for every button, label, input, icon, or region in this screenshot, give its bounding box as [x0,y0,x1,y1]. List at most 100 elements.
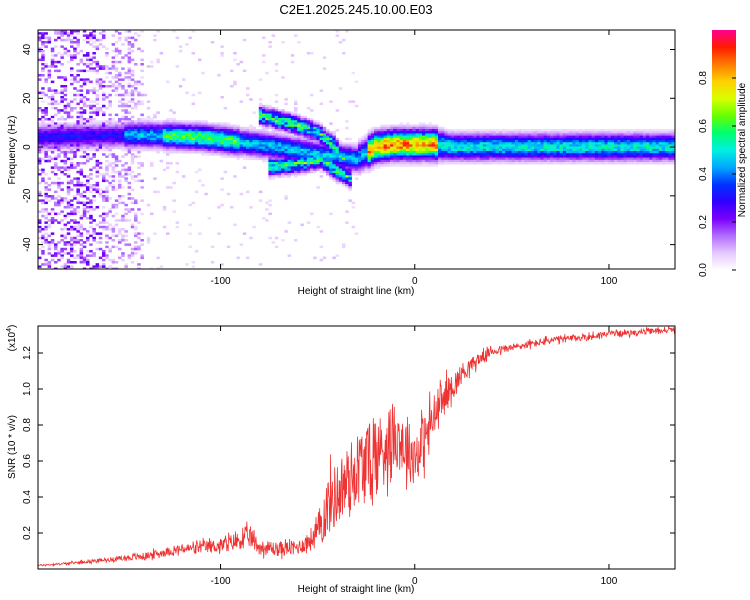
heatmap-cell [98,221,103,224]
heatmap-cell [63,142,68,145]
heatmap-cell [70,107,74,110]
heatmap-cell [143,120,148,123]
heatmap-cell [95,129,100,132]
heatmap-cell [294,140,298,143]
heatmap-cell [306,135,311,139]
heatmap-cell [492,162,496,165]
heatmap-cell [530,148,535,152]
spectrogram-x-ticks: -100 0 100 [211,30,618,287]
heatmap-cell [38,162,42,165]
heatmap-cell [70,265,74,268]
heatmap-cell [281,144,285,147]
heatmap-cell [89,124,93,128]
heatmap-cell [258,109,263,112]
heatmap-cell [102,212,106,216]
heatmap-cell [354,80,359,84]
heatmap-cell [73,261,77,264]
heatmap-cell [73,239,77,242]
heatmap-cell [546,135,551,139]
heatmap-cell [521,129,525,132]
heatmap-cell [226,122,231,125]
heatmap-cell [137,146,141,150]
heatmap-cell [348,155,352,158]
colorbar-ticks: 0.00.20.40.60.8 [698,71,736,277]
heatmap-cell [130,69,135,73]
heatmap-cell [182,137,186,141]
heatmap-cell [111,188,116,191]
heatmap-cell [511,157,516,161]
heatmap-cell [92,137,96,141]
heatmap-cell [95,96,100,99]
heatmap-cell [466,146,471,150]
heatmap-cell [44,124,48,128]
heatmap-cell [473,129,477,132]
heatmap-cell [137,47,141,51]
heatmap-cell [210,153,215,156]
heatmap-cell [207,142,212,145]
heatmap-cell [399,148,404,152]
heatmap-cell [294,166,298,169]
heatmap-cell [332,135,336,139]
heatmap-cell [441,157,445,161]
heatmap-cell [665,133,669,136]
heatmap-cell [601,133,605,136]
heatmap-cell [610,146,615,150]
heatmap-cell [79,124,84,128]
heatmap-cell [354,159,359,163]
heatmap-cell [70,100,74,103]
heatmap-cell [521,155,525,158]
heatmap-cell [297,129,301,132]
heatmap-cell [185,151,189,154]
heatmap-cell [655,140,660,143]
heatmap-cell [134,179,138,183]
heatmap-cell [146,124,151,128]
heatmap-cell [41,115,45,119]
heatmap-cell [38,181,42,185]
heatmap-cell [76,80,80,84]
heatmap-cell [95,98,100,101]
heatmap-cell [402,157,407,161]
heatmap-cell [143,131,148,134]
heatmap-cell [313,170,317,174]
heatmap-cell [63,151,68,154]
heatmap-cell [278,153,282,156]
heatmap-cell [44,188,48,191]
heatmap-cell [86,69,90,73]
heatmap-cell [607,146,612,150]
heatmap-cell [319,124,324,128]
heatmap-cell [569,129,573,132]
heatmap-cell [153,34,157,37]
heatmap-cell [601,140,605,143]
heatmap-cell [98,188,103,191]
heatmap-cell [585,140,589,143]
heatmap-cell [118,36,122,40]
heatmap-cell [287,111,292,114]
heatmap-cell [134,120,138,123]
heatmap-cell [137,140,141,143]
heatmap-cell [652,144,656,147]
heatmap-cell [92,186,96,189]
heatmap-cell [79,115,84,119]
heatmap-cell [150,142,154,145]
heatmap-cell [319,157,324,161]
heatmap-cell [290,115,295,119]
heatmap-cell [354,164,359,167]
heatmap-cell [662,162,666,165]
heatmap-cell [121,43,125,46]
heatmap-cell [342,184,346,187]
heatmap-cell [79,228,84,231]
heatmap-cell [178,142,183,145]
heatmap-cell [79,217,84,220]
heatmap-cell [191,265,196,268]
heatmap-cell [182,131,186,134]
heatmap-cell [284,102,288,106]
heatmap-cell [511,140,516,143]
heatmap-cell [175,148,180,152]
heatmap-cell [444,129,448,132]
heatmap-cell [76,146,80,150]
heatmap-cell [486,162,490,165]
heatmap-cell [489,146,493,150]
heatmap-cell [326,129,330,132]
heatmap-cell [204,135,208,139]
heatmap-cell [70,34,74,37]
